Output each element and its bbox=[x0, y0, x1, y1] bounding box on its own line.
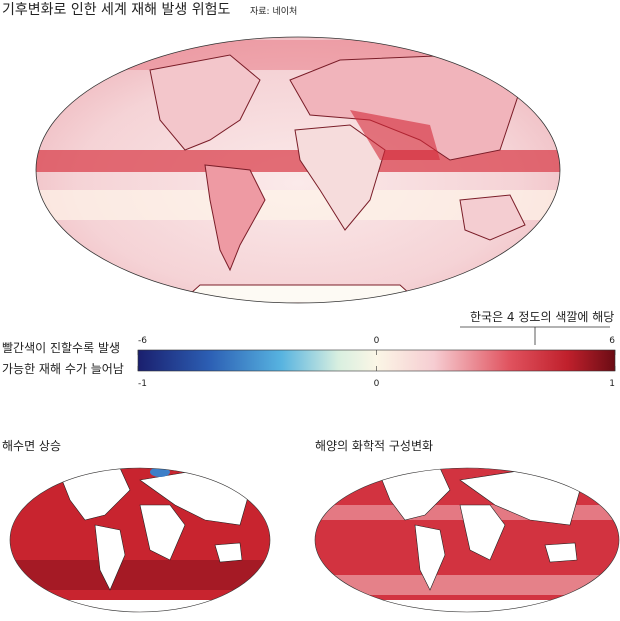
tick-label: 6 bbox=[609, 336, 615, 346]
callout: 한국은 4 정도의 색깔에 해당 bbox=[470, 310, 614, 324]
sea-level-map bbox=[10, 468, 270, 612]
ocean-chemistry-map bbox=[315, 468, 619, 612]
source: 자료: 네이처 bbox=[250, 5, 297, 17]
map-title: 해양의 화학적 구성변화 bbox=[315, 439, 433, 453]
tick-label: 0 bbox=[374, 379, 380, 389]
main-map bbox=[36, 37, 560, 303]
map-title: 해수면 상승 bbox=[2, 439, 61, 453]
legend-note: 빨간색이 진할수록 발생 bbox=[2, 341, 120, 355]
tick-label: 0 bbox=[374, 336, 380, 346]
legend-note: 가능한 재해 수가 늘어남 bbox=[2, 362, 124, 376]
title: 기후변화로 인한 세계 재해 발생 위험도 bbox=[2, 2, 230, 18]
tick-label: -6 bbox=[138, 336, 147, 346]
tick-label: -1 bbox=[138, 379, 147, 389]
tick-label: 1 bbox=[609, 379, 615, 389]
